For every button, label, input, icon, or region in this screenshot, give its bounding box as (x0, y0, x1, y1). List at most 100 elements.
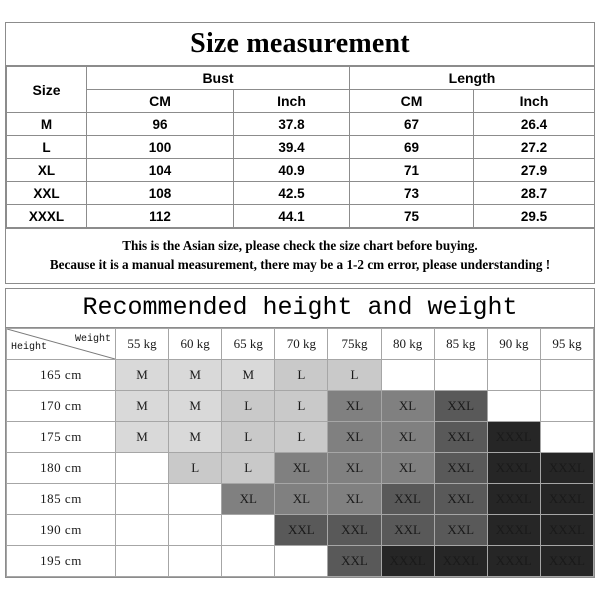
table-row: M 96 37.8 67 26.4 (6, 112, 595, 136)
matrix-cell-5-2 (221, 514, 276, 546)
matrix-cell-5-0 (114, 514, 170, 546)
cell-size: XL (6, 158, 87, 182)
table-row: L 100 39.4 69 27.2 (6, 135, 595, 159)
matrix-cell-2-3: L (274, 421, 329, 453)
table-header-group-row: Size Bust Length (6, 66, 595, 113)
header-bust-cm: CM (86, 89, 234, 113)
height-header-5: 190 cm (6, 514, 116, 546)
weight-header-3: 70 kg (274, 328, 329, 360)
size-measurement-title: Size measurement (6, 23, 594, 66)
matrix-cell-4-1 (168, 483, 223, 515)
matrix-cell-1-8 (539, 390, 595, 422)
matrix-cell-2-1: M (168, 421, 223, 453)
cell-length-inch: 28.7 (473, 181, 595, 205)
matrix-cell-3-1: L (168, 452, 223, 484)
height-header-0: 165 cm (6, 359, 116, 391)
matrix-cell-1-6: XXL (433, 390, 488, 422)
weight-header-4: 75kg (327, 328, 382, 360)
matrix-cell-4-0 (114, 483, 170, 515)
matrix-cell-1-4: XL (327, 390, 382, 422)
cell-length-cm: 75 (349, 204, 474, 228)
matrix-cell-6-4: XXL (327, 545, 382, 577)
matrix-cell-5-3: XXL (274, 514, 329, 546)
size-measurement-table: Size Bust Length CM Inch CM Inch M 96 37… (6, 66, 595, 228)
matrix-cell-2-0: M (114, 421, 170, 453)
cell-size: L (6, 135, 87, 159)
cell-bust-cm: 100 (86, 135, 234, 159)
weight-header-8: 95 kg (539, 328, 595, 360)
matrix-cell-1-2: L (221, 390, 276, 422)
matrix-cell-0-0: M (114, 359, 170, 391)
table-header-sub-row: CM Inch CM Inch (7, 89, 595, 113)
size-note-line-1: This is the Asian size, please check the… (122, 238, 478, 253)
weight-header-0: 55 kg (114, 328, 170, 360)
matrix-cell-4-4: XL (327, 483, 382, 515)
matrix-cell-0-7 (486, 359, 541, 391)
matrix-cell-5-6: XXL (433, 514, 488, 546)
cell-length-inch: 26.4 (473, 112, 595, 136)
size-note: This is the Asian size, please check the… (6, 228, 594, 283)
matrix-cell-5-1 (168, 514, 223, 546)
weight-header-5: 80 kg (380, 328, 435, 360)
matrix-row: 195 cm XXL XXXL XXXL XXXL XXXL (6, 545, 595, 577)
matrix-cell-4-5: XXL (380, 483, 435, 515)
matrix-cell-5-7: XXXL (486, 514, 541, 546)
matrix-row: 180 cm L L XL XL XL XXL XXXL XXXL (6, 452, 595, 484)
matrix-cell-2-6: XXL (433, 421, 488, 453)
matrix-cell-0-1: M (168, 359, 223, 391)
matrix-cell-0-3: L (274, 359, 329, 391)
cell-bust-inch: 37.8 (233, 112, 350, 136)
cell-bust-cm: 104 (86, 158, 234, 182)
cell-length-inch: 27.2 (473, 135, 595, 159)
cell-size: XXL (6, 181, 87, 205)
matrix-cell-3-3: XL (274, 452, 329, 484)
matrix-row-axis-label: Height (11, 342, 48, 353)
height-header-2: 175 cm (6, 421, 116, 453)
matrix-cell-6-5: XXXL (380, 545, 435, 577)
matrix-cell-3-8: XXXL (539, 452, 595, 484)
cell-bust-inch: 39.4 (233, 135, 350, 159)
header-size: Size (6, 66, 87, 113)
cell-bust-inch: 40.9 (233, 158, 350, 182)
matrix-cell-6-8: XXXL (539, 545, 595, 577)
matrix-cell-3-6: XXL (433, 452, 488, 484)
matrix-row: 165 cm M M M L L (6, 359, 595, 391)
matrix-cell-5-8: XXXL (539, 514, 595, 546)
height-header-1: 170 cm (6, 390, 116, 422)
cell-length-cm: 67 (349, 112, 474, 136)
diagonal-divider-icon (7, 329, 115, 359)
matrix-cell-1-0: M (114, 390, 170, 422)
matrix-cell-6-6: XXXL (433, 545, 488, 577)
matrix-cell-4-8: XXXL (539, 483, 595, 515)
cell-bust-cm: 108 (86, 181, 234, 205)
matrix-cell-3-5: XL (380, 452, 435, 484)
height-header-4: 185 cm (6, 483, 116, 515)
cell-size: M (6, 112, 87, 136)
matrix-cell-1-3: L (274, 390, 329, 422)
matrix-corner-cell: Height Weight (6, 328, 116, 360)
recommended-matrix-table: Height Weight 55 kg 60 kg 65 kg 70 kg 75kg 80 k… (6, 328, 595, 577)
size-measurement-body: M 96 37.8 67 26.4 L 100 39.4 69 27.2 XL … (6, 112, 595, 228)
size-measurement-panel: Size measurement Size Bust Length CM Inc… (5, 22, 595, 285)
matrix-cell-4-7: XXXL (486, 483, 541, 515)
matrix-cell-3-0 (114, 452, 170, 484)
table-row: XXL 108 42.5 73 28.7 (6, 181, 595, 205)
matrix-cell-6-3 (274, 545, 329, 577)
table-row: XXXL 112 44.1 75 29.5 (6, 204, 595, 228)
matrix-cell-2-7: XXXL (486, 421, 541, 453)
header-bust-inch: Inch (233, 89, 350, 113)
header-length-cm: CM (349, 89, 474, 113)
weight-header-7: 90 kg (486, 328, 541, 360)
cell-bust-cm: 112 (86, 204, 234, 228)
matrix-cell-0-6 (433, 359, 488, 391)
matrix-cell-1-5: XL (380, 390, 435, 422)
matrix-col-axis-label: Weight (74, 334, 111, 345)
matrix-cell-6-0 (114, 545, 170, 577)
size-note-line-2: Because it is a manual measurement, ther… (49, 257, 551, 273)
cell-bust-inch: 44.1 (233, 204, 350, 228)
table-row: XL 104 40.9 71 27.9 (6, 158, 595, 182)
matrix-cell-3-7: XXXL (486, 452, 541, 484)
cell-length-cm: 71 (349, 158, 474, 182)
weight-header-6: 85 kg (433, 328, 488, 360)
matrix-cell-0-2: M (221, 359, 276, 391)
